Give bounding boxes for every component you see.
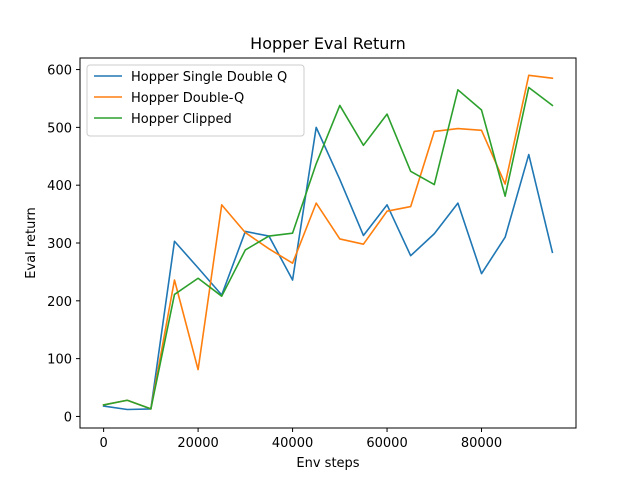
y-tick-label: 600	[47, 64, 72, 79]
y-tick-label: 400	[47, 179, 72, 194]
legend-label: Hopper Double-Q	[131, 91, 244, 106]
y-tick-label: 300	[47, 237, 72, 252]
x-tick-label: 80000	[461, 436, 502, 451]
x-tick-label: 60000	[366, 436, 407, 451]
legend-box	[86, 64, 305, 137]
series-line-hopper-single-double-q	[102, 126, 554, 411]
y-axis-label: Eval return	[24, 207, 39, 278]
x-axis-ticks: 0 20000 40000 60000 80000	[99, 428, 502, 451]
y-tick-label: 200	[47, 295, 72, 310]
y-axis-ticks: 0 100 200 300 400 500 600	[47, 64, 80, 425]
y-tick-label: 500	[47, 121, 72, 136]
chart-title: Hopper Eval Return	[250, 34, 406, 53]
legend-label: Hopper Single Double Q	[131, 70, 287, 85]
x-tick-label: 40000	[272, 436, 313, 451]
y-tick-label: 100	[47, 353, 72, 368]
series-layer	[102, 74, 554, 411]
x-tick-label: 0	[99, 436, 107, 451]
y-tick-label: 0	[64, 410, 72, 425]
x-axis-label: Env steps	[296, 456, 359, 471]
legend-label: Hopper Clipped	[131, 112, 232, 127]
series-line-hopper-clipped	[102, 86, 554, 410]
series-line-hopper-double-q	[102, 74, 554, 410]
legend: Hopper Single Double Q Hopper Double-Q Hop…	[86, 64, 305, 137]
x-tick-label: 20000	[177, 436, 218, 451]
